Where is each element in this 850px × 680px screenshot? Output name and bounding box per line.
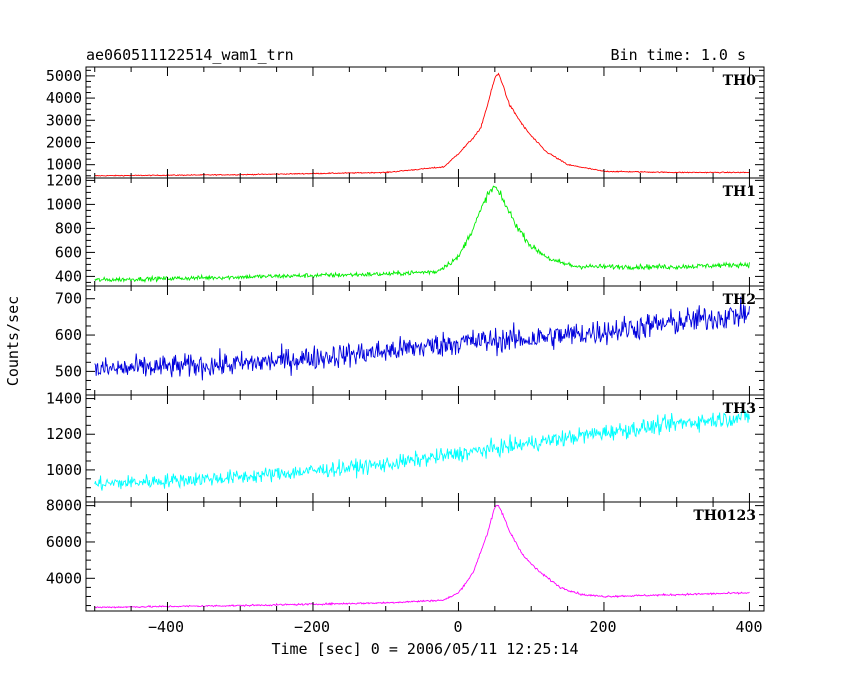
y-tick-label: 400	[55, 267, 82, 285]
y-tick-label: 800	[55, 219, 82, 237]
x-tick-label: −200	[294, 618, 330, 636]
lightcurve-th1	[94, 185, 750, 283]
panel-frame	[85, 501, 765, 612]
y-tick-label: 1200	[46, 171, 82, 189]
y-tick-label: 500	[55, 362, 82, 380]
y-tick-label: 4000	[46, 89, 82, 107]
x-tick-label: −400	[148, 618, 184, 636]
panel-th0: 1000 2000 3000 4000 5000 TH0	[46, 66, 765, 179]
y-tick-label: 1200	[46, 425, 82, 443]
y-tick-label: 2000	[46, 133, 82, 151]
panel-th0123: 4000 6000 8000 TH0123	[46, 497, 765, 612]
y-tick-label: 5000	[46, 67, 82, 85]
panel-label: TH1	[723, 184, 756, 200]
y-tick-label: 6000	[46, 533, 82, 551]
y-tick-label: 600	[55, 243, 82, 261]
panel-frame	[85, 66, 765, 179]
x-tick-label: 400	[735, 618, 762, 636]
x-tick-label: 200	[589, 618, 616, 636]
x-axis: −400 −200 0 200 400	[148, 618, 763, 636]
y-tick-label: 8000	[46, 497, 82, 515]
panel-frame	[85, 177, 765, 287]
y-tick-label: 1000	[46, 156, 82, 174]
panel-th1: 400 600 800 1000 1200 TH1	[46, 171, 765, 287]
y-tick-label: 3000	[46, 111, 82, 129]
lightcurve-th0	[94, 72, 750, 177]
y-tick-label: 1400	[46, 390, 82, 408]
panel-th3: 1000 1200 1400 TH3	[46, 390, 765, 503]
panel-th2: 500 600 700 TH2	[55, 285, 765, 396]
y-tick-label: 1000	[46, 195, 82, 213]
lightcurve-th3	[94, 410, 750, 491]
panel-label: TH2	[723, 292, 756, 308]
lightcurve-th0123	[94, 504, 750, 609]
x-axis-label: Time [sec] 0 = 2006/05/11 12:25:14	[271, 640, 578, 658]
plot-title: ae060511122514_wam1_trn	[86, 46, 294, 64]
x-tick-label: 0	[453, 618, 462, 636]
y-tick-label: 1000	[46, 461, 82, 479]
y-tick-label: 600	[55, 326, 82, 344]
lightcurve-th2	[94, 296, 750, 381]
y-tick-label: 4000	[46, 569, 82, 587]
bin-time-label: Bin time: 1.0 s	[611, 46, 746, 64]
y-tick-label: 700	[55, 290, 82, 308]
panel-label: TH0123	[693, 508, 756, 524]
panel-frame	[85, 394, 765, 503]
panel-frame	[85, 285, 765, 396]
y-axis-label: Counts/sec	[4, 296, 22, 386]
panel-label: TH0	[723, 73, 757, 89]
panel-label: TH3	[723, 401, 756, 417]
